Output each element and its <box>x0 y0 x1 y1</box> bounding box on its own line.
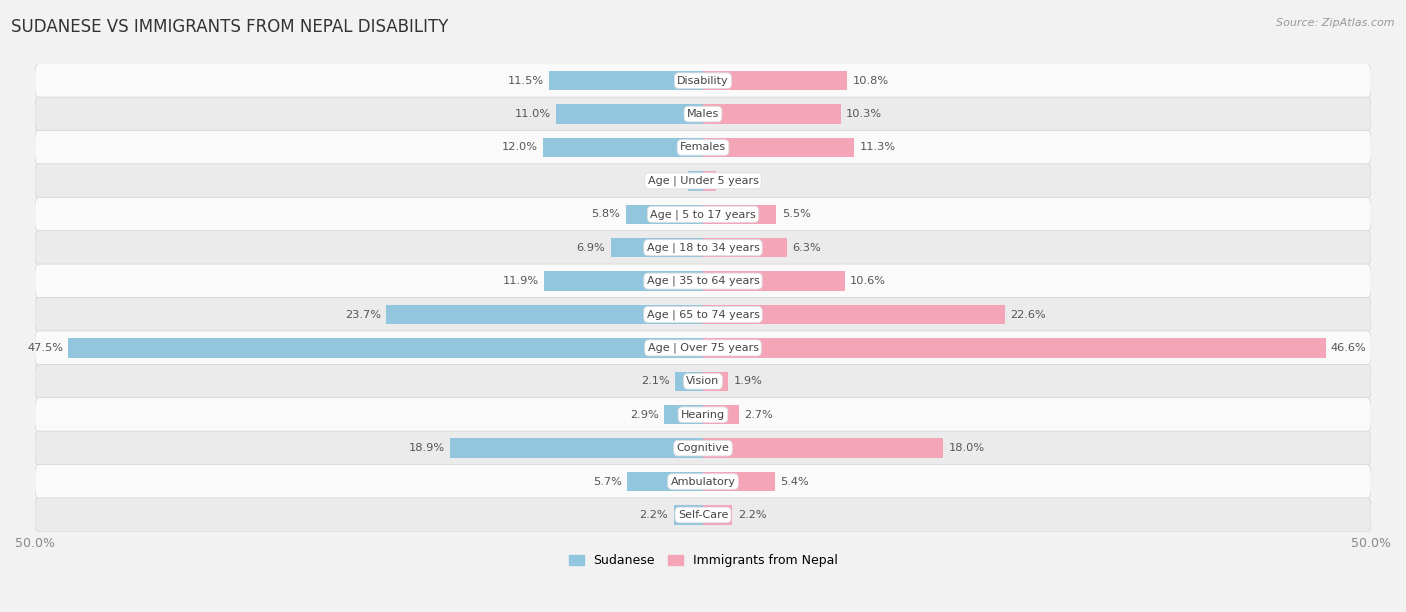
Text: 10.3%: 10.3% <box>846 109 882 119</box>
Text: 11.0%: 11.0% <box>515 109 551 119</box>
Text: 2.7%: 2.7% <box>744 409 773 420</box>
FancyBboxPatch shape <box>35 297 1371 332</box>
Text: Disability: Disability <box>678 76 728 86</box>
Text: Cognitive: Cognitive <box>676 443 730 453</box>
Text: 10.8%: 10.8% <box>852 76 889 86</box>
Text: Females: Females <box>681 143 725 152</box>
FancyBboxPatch shape <box>35 130 1371 165</box>
Bar <box>544 271 703 291</box>
FancyBboxPatch shape <box>35 331 1371 365</box>
FancyBboxPatch shape <box>35 164 1371 198</box>
Text: 10.6%: 10.6% <box>851 276 886 286</box>
Text: 2.2%: 2.2% <box>738 510 766 520</box>
Text: 12.0%: 12.0% <box>502 143 537 152</box>
Text: Age | 35 to 64 years: Age | 35 to 64 years <box>647 276 759 286</box>
Text: 11.5%: 11.5% <box>508 76 544 86</box>
Bar <box>664 405 703 424</box>
Text: 5.4%: 5.4% <box>780 477 810 487</box>
Text: Vision: Vision <box>686 376 720 386</box>
Text: 23.7%: 23.7% <box>344 310 381 319</box>
Bar <box>673 506 703 524</box>
Bar <box>703 506 733 524</box>
FancyBboxPatch shape <box>35 197 1371 231</box>
Bar <box>555 105 703 124</box>
Bar <box>550 71 703 91</box>
Bar <box>387 305 703 324</box>
Bar <box>610 238 703 258</box>
Text: 11.3%: 11.3% <box>859 143 896 152</box>
Bar <box>703 138 853 157</box>
Text: Hearing: Hearing <box>681 409 725 420</box>
Bar <box>627 472 703 491</box>
Bar <box>703 105 841 124</box>
Bar <box>703 405 740 424</box>
FancyBboxPatch shape <box>35 364 1371 398</box>
Bar <box>703 238 787 258</box>
Text: 1.9%: 1.9% <box>734 376 762 386</box>
Bar <box>703 472 775 491</box>
Text: SUDANESE VS IMMIGRANTS FROM NEPAL DISABILITY: SUDANESE VS IMMIGRANTS FROM NEPAL DISABI… <box>11 18 449 36</box>
Text: 5.7%: 5.7% <box>593 477 621 487</box>
Text: Source: ZipAtlas.com: Source: ZipAtlas.com <box>1277 18 1395 28</box>
Text: Ambulatory: Ambulatory <box>671 477 735 487</box>
Text: 18.0%: 18.0% <box>949 443 986 453</box>
Bar <box>703 171 717 190</box>
FancyBboxPatch shape <box>35 465 1371 499</box>
Text: 11.9%: 11.9% <box>502 276 538 286</box>
Text: 5.5%: 5.5% <box>782 209 811 219</box>
Bar <box>703 71 848 91</box>
Text: 1.0%: 1.0% <box>721 176 751 186</box>
FancyBboxPatch shape <box>35 398 1371 431</box>
Text: Age | 18 to 34 years: Age | 18 to 34 years <box>647 242 759 253</box>
Bar <box>703 305 1005 324</box>
Text: 22.6%: 22.6% <box>1011 310 1046 319</box>
FancyBboxPatch shape <box>35 264 1371 298</box>
Text: Self-Care: Self-Care <box>678 510 728 520</box>
Text: Age | 5 to 17 years: Age | 5 to 17 years <box>650 209 756 220</box>
Bar <box>450 438 703 458</box>
FancyBboxPatch shape <box>35 431 1371 465</box>
Text: 18.9%: 18.9% <box>409 443 446 453</box>
Bar <box>703 271 845 291</box>
Text: 46.6%: 46.6% <box>1331 343 1367 353</box>
Legend: Sudanese, Immigrants from Nepal: Sudanese, Immigrants from Nepal <box>564 549 842 572</box>
Text: 2.2%: 2.2% <box>640 510 668 520</box>
Text: 6.3%: 6.3% <box>793 243 821 253</box>
FancyBboxPatch shape <box>35 64 1371 98</box>
Bar <box>703 438 943 458</box>
FancyBboxPatch shape <box>35 231 1371 265</box>
Bar <box>703 204 776 224</box>
Text: Age | Under 5 years: Age | Under 5 years <box>648 176 758 186</box>
Text: 2.1%: 2.1% <box>641 376 669 386</box>
Text: Males: Males <box>688 109 718 119</box>
Bar <box>675 371 703 391</box>
Text: Age | Over 75 years: Age | Over 75 years <box>648 343 758 353</box>
Bar <box>703 371 728 391</box>
Text: 5.8%: 5.8% <box>592 209 620 219</box>
Bar <box>626 204 703 224</box>
Text: 1.1%: 1.1% <box>654 176 683 186</box>
Text: 6.9%: 6.9% <box>576 243 606 253</box>
FancyBboxPatch shape <box>35 498 1371 532</box>
FancyBboxPatch shape <box>35 97 1371 131</box>
Bar <box>69 338 703 357</box>
Text: 2.9%: 2.9% <box>630 409 659 420</box>
Bar <box>543 138 703 157</box>
Text: 47.5%: 47.5% <box>27 343 63 353</box>
Bar <box>689 171 703 190</box>
Bar <box>703 338 1326 357</box>
Text: Age | 65 to 74 years: Age | 65 to 74 years <box>647 309 759 319</box>
